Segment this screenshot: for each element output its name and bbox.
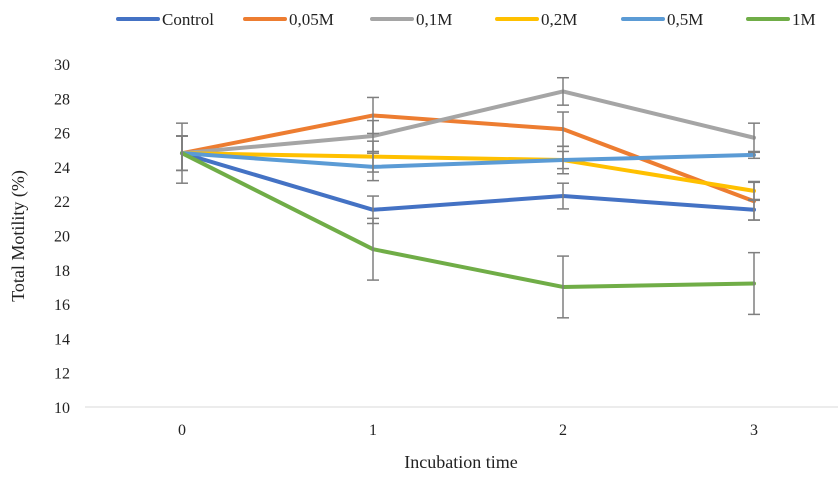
x-axis-title: Incubation time	[404, 452, 517, 472]
series-line-4	[180, 151, 756, 193]
error-bar	[748, 251, 760, 316]
y-tick-label: 14	[54, 331, 70, 348]
legend-label: 0,05M	[289, 10, 334, 29]
y-tick-label: 18	[54, 263, 70, 280]
series-line-2	[180, 113, 756, 204]
legend-item: 0,5M	[621, 10, 703, 29]
x-tick-label: 1	[369, 422, 377, 439]
y-tick-label: 12	[54, 366, 70, 383]
y-tick-label: 10	[54, 400, 70, 417]
series-line-3	[180, 89, 756, 156]
error-bar	[557, 150, 569, 170]
legend-label: 0,1M	[416, 10, 452, 29]
series-line-6	[180, 151, 756, 289]
legend-item: 0,1M	[370, 10, 452, 29]
y-tick-label: 20	[54, 229, 70, 246]
y-axis: 10 12 14 16 18 20 22 24 26 28 30	[54, 57, 70, 417]
legend-item: Control	[116, 10, 214, 29]
y-tick-label: 24	[54, 160, 70, 177]
y-axis-title: Total Motility (%)	[8, 170, 29, 302]
error-bar	[367, 152, 379, 182]
legend-item: 1M	[746, 10, 816, 29]
legend-label: Control	[162, 10, 214, 29]
plot-series	[180, 89, 756, 289]
error-bar	[748, 150, 760, 160]
legend-label: 0,2M	[541, 10, 577, 29]
error-bar	[367, 217, 379, 281]
legend-label: 1M	[792, 10, 816, 29]
series-line-1	[180, 151, 756, 212]
legend-item: 0,05M	[243, 10, 334, 29]
y-tick-label: 22	[54, 194, 70, 211]
series-line-5	[180, 151, 756, 169]
y-tick-label: 30	[54, 57, 70, 74]
y-tick-label: 16	[54, 297, 70, 314]
legend-label: 0,5M	[667, 10, 703, 29]
x-axis: 0 1 2 3	[85, 406, 838, 439]
legend: Control 0,05M 0,1M 0,2M 0,5M 1M	[116, 10, 816, 29]
y-tick-label: 26	[54, 126, 70, 143]
error-bar	[557, 255, 569, 319]
x-tick-label: 3	[750, 422, 758, 439]
x-tick-label: 2	[559, 422, 567, 439]
x-tick-label: 0	[178, 422, 186, 439]
error-bar	[557, 182, 569, 210]
error-bar	[176, 135, 188, 172]
error-bar	[557, 76, 569, 106]
legend-item: 0,2M	[495, 10, 577, 29]
error-bar	[748, 180, 760, 202]
y-tick-label: 28	[54, 91, 70, 108]
error-bars	[176, 76, 760, 319]
